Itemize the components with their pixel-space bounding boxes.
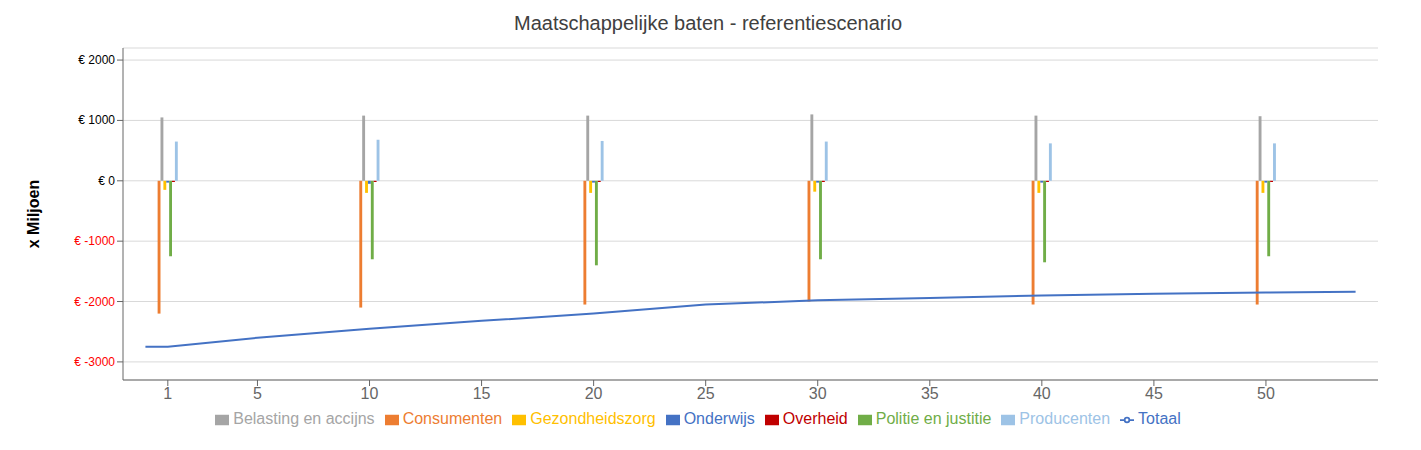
html-text:Maatschappelijke baten - refer: Maatschappelijke baten - referentiescena… [514, 12, 902, 34]
svg-text:50: 50 [1257, 385, 1275, 402]
svg-text:45: 45 [1145, 385, 1163, 402]
svg-text:5: 5 [253, 385, 262, 402]
svg-text:25: 25 [697, 385, 715, 402]
svg-text:15: 15 [473, 385, 491, 402]
html-text:Overheid: Overheid [782, 410, 848, 427]
html-text:Politie en justitie: Politie en justitie [875, 410, 992, 427]
svg-text:€ -3000: € -3000 [74, 355, 115, 369]
svg-text:10: 10 [361, 385, 379, 402]
svg-text:€ 0: € 0 [98, 174, 115, 188]
html-text:Gezondheidszorg: Gezondheidszorg [530, 410, 656, 427]
html-text:Consumenten: Consumenten [402, 410, 503, 427]
svg-text:€ 1000: € 1000 [78, 113, 115, 127]
svg-text:20: 20 [585, 385, 603, 402]
html-text:Onderwijs: Onderwijs [683, 410, 755, 427]
svg-text:x Miljoen: x Miljoen [25, 180, 42, 248]
svg-text:€ -1000: € -1000 [74, 234, 115, 248]
svg-text:1: 1 [163, 385, 172, 402]
svg-text:40: 40 [1033, 385, 1051, 402]
html-text:Producenten: Producenten [1019, 410, 1111, 427]
svg-text:€ -2000: € -2000 [74, 295, 115, 309]
html-text:Totaal: Totaal [1138, 410, 1181, 427]
svg-text:€ 2000: € 2000 [78, 53, 115, 67]
svg-text:30: 30 [809, 385, 827, 402]
html-text:Belasting en accijns: Belasting en accijns [233, 410, 375, 427]
svg-text:35: 35 [921, 385, 939, 402]
